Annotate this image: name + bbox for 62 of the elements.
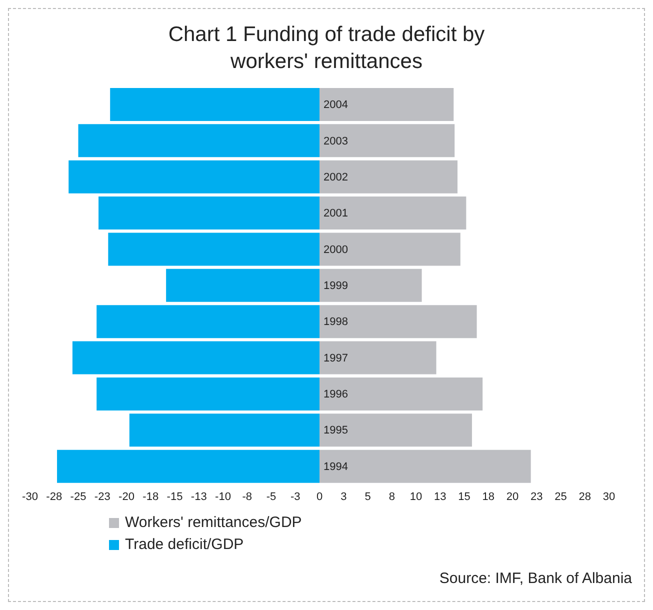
x-tick-label: -18: [142, 490, 159, 503]
x-tick-label: 28: [578, 490, 591, 503]
x-tick-label: -3: [290, 490, 300, 503]
x-tick-label: -25: [70, 490, 86, 503]
x-tick-label: -30: [22, 490, 38, 503]
x-tick-label: -20: [118, 490, 134, 503]
x-tick-label: -10: [215, 490, 231, 503]
chart-title: Chart 1 Funding of trade deficit by workers' remittances: [167, 22, 486, 75]
y-tick-label: 2002: [324, 171, 348, 184]
x-tick-label: 25: [554, 490, 567, 503]
bar: [166, 268, 320, 302]
bar: [96, 305, 320, 338]
bar: [68, 160, 320, 194]
x-tick-label: 23: [530, 490, 543, 503]
x-tick-label: -15: [166, 490, 183, 503]
x-tick-label: 8: [388, 490, 395, 503]
x-tick-label: -28: [46, 490, 62, 503]
bar: [320, 341, 436, 374]
bar: [78, 124, 320, 158]
x-tick-label: 3: [340, 490, 347, 503]
legend-label: Workers' remittances/GDP: [125, 513, 302, 533]
bar: [110, 88, 320, 121]
x-tick-label: -23: [94, 490, 110, 503]
bar: [57, 450, 320, 483]
x-tick-label: -5: [266, 490, 276, 503]
x-tick-label: 13: [434, 490, 446, 503]
y-tick-label: 2000: [324, 244, 348, 256]
y-tick-label: 2003: [324, 135, 348, 148]
bar: [320, 268, 422, 302]
y-tick-label: 1997: [324, 352, 348, 364]
bar: [320, 232, 460, 266]
x-tick-label: 18: [482, 490, 494, 503]
bar: [320, 196, 466, 230]
source-note: Source: IMF, Bank of Albania: [439, 570, 632, 587]
bar: [98, 196, 320, 230]
bar: [320, 377, 483, 410]
bar: [320, 88, 454, 121]
x-tick-label: 5: [364, 490, 371, 503]
y-tick-label: 1996: [324, 388, 348, 401]
y-tick-label: 1994: [324, 460, 348, 473]
x-tick-label: 20: [506, 490, 519, 503]
bar: [320, 124, 455, 158]
y-tick-label: 1995: [324, 424, 348, 437]
bar: [320, 414, 472, 447]
bar: [72, 341, 320, 374]
bar: [108, 232, 320, 266]
bar: [96, 377, 320, 410]
legend-label: Trade deficit/GDP: [125, 535, 244, 555]
x-tick-label: -8: [242, 490, 252, 503]
bar: [320, 450, 531, 483]
y-tick-label: 2004: [324, 99, 348, 112]
x-tick-label: 15: [458, 490, 470, 503]
y-tick-label: 1999: [324, 280, 348, 292]
bar: [320, 160, 458, 194]
bar: [129, 414, 320, 447]
x-tick-label: 10: [410, 490, 422, 503]
bar: [320, 305, 477, 338]
y-tick-label: 2001: [324, 208, 348, 220]
x-tick-label: -13: [190, 490, 207, 503]
x-tick-label: 0: [316, 490, 323, 503]
y-tick-label: 1998: [324, 316, 348, 328]
x-tick-label: 30: [602, 490, 616, 503]
